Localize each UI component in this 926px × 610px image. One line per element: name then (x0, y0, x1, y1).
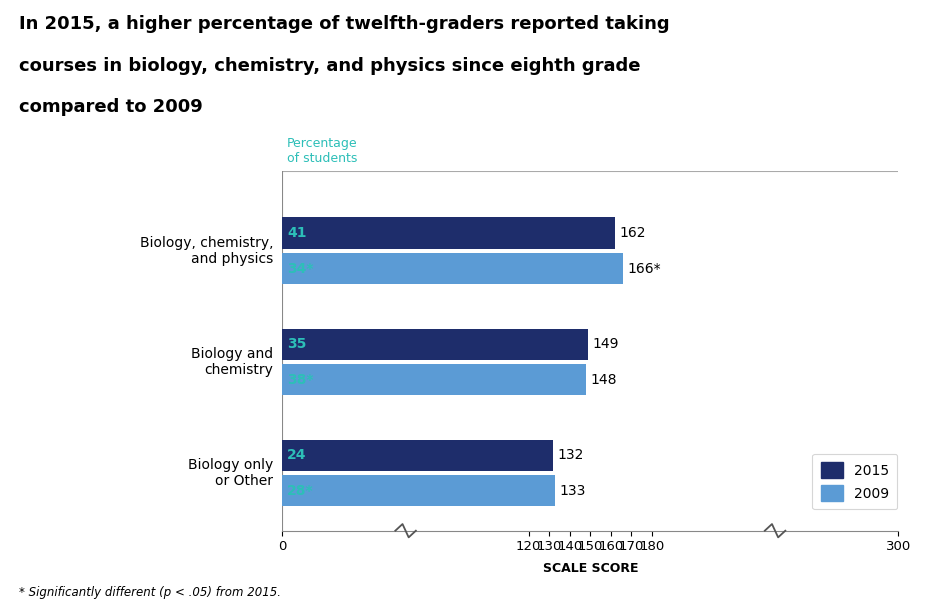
Bar (282, 440, 554, 471)
Legend: 2015, 2009: 2015, 2009 (812, 454, 897, 509)
Text: 133: 133 (559, 484, 586, 498)
Bar (282, 364, 586, 395)
Text: 28*: 28* (287, 484, 314, 498)
Text: 148: 148 (591, 373, 617, 387)
Text: 149: 149 (593, 337, 619, 351)
Text: Biology, chemistry,
and physics: Biology, chemistry, and physics (140, 235, 273, 266)
Text: 162: 162 (619, 226, 645, 240)
Text: 132: 132 (557, 448, 584, 462)
Text: 41: 41 (287, 226, 307, 240)
Text: Percentage
of students: Percentage of students (287, 137, 357, 165)
Text: 24: 24 (287, 448, 307, 462)
Bar (282, 217, 615, 248)
Text: 38*: 38* (287, 373, 314, 387)
X-axis label: SCALE SCORE: SCALE SCORE (543, 562, 638, 575)
Bar (282, 475, 556, 506)
Text: Biology only
or Other: Biology only or Other (188, 458, 273, 488)
Text: * Significantly different (p < .05) from 2015.: * Significantly different (p < .05) from… (19, 586, 281, 599)
Text: courses in biology, chemistry, and physics since eighth grade: courses in biology, chemistry, and physi… (19, 57, 640, 75)
Bar (282, 253, 623, 284)
Text: In 2015, a higher percentage of twelfth-graders reported taking: In 2015, a higher percentage of twelfth-… (19, 15, 669, 34)
Bar (282, 329, 588, 360)
Text: compared to 2009: compared to 2009 (19, 98, 202, 117)
Text: 34*: 34* (287, 262, 314, 276)
Text: Biology and
chemistry: Biology and chemistry (191, 346, 273, 377)
Text: 166*: 166* (627, 262, 661, 276)
Text: 35: 35 (287, 337, 307, 351)
